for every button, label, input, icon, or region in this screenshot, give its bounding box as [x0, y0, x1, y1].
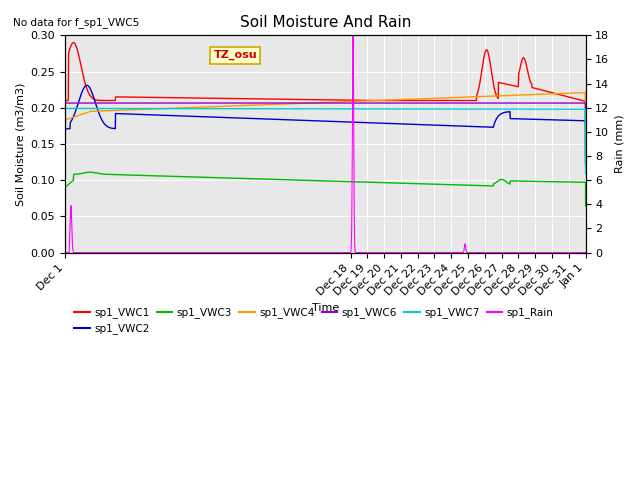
Y-axis label: Soil Moisture (m3/m3): Soil Moisture (m3/m3) — [15, 82, 25, 205]
X-axis label: Time: Time — [312, 303, 339, 312]
Text: No data for f_sp1_VWC5: No data for f_sp1_VWC5 — [13, 17, 139, 28]
Title: Soil Moisture And Rain: Soil Moisture And Rain — [239, 15, 411, 30]
Y-axis label: Rain (mm): Rain (mm) — [615, 115, 625, 173]
Text: TZ_osu: TZ_osu — [213, 50, 257, 60]
Legend: sp1_VWC1, sp1_VWC2, sp1_VWC3, sp1_VWC4, sp1_VWC6, sp1_VWC7, sp1_Rain: sp1_VWC1, sp1_VWC2, sp1_VWC3, sp1_VWC4, … — [70, 303, 557, 338]
